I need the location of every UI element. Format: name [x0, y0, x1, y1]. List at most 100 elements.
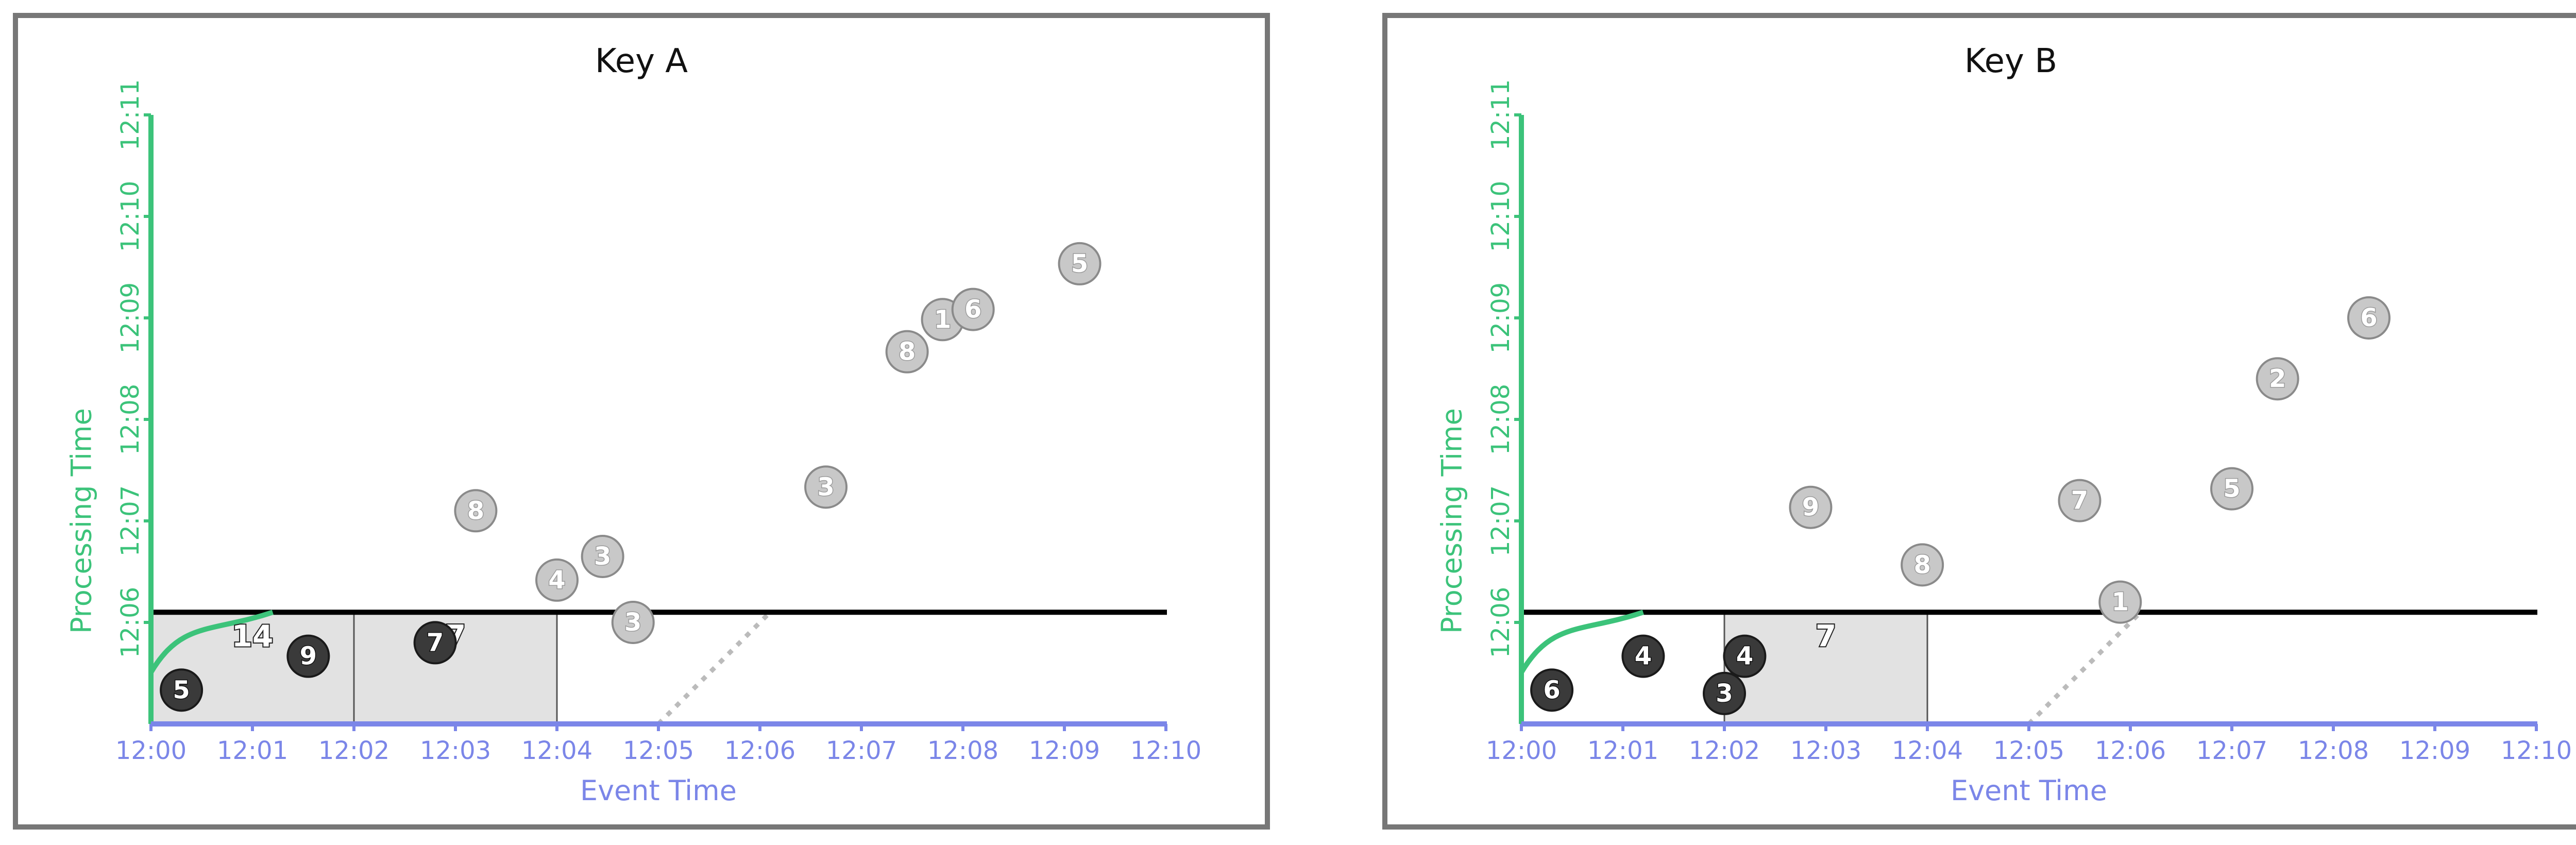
point-label: 4 [1736, 642, 1753, 671]
panel-title: Key B [1964, 42, 2057, 80]
point-circle [1058, 242, 1101, 285]
on-time-data-point: 4 [1723, 634, 1767, 678]
point-circle [2058, 479, 2102, 522]
late-data-point: 3 [611, 601, 655, 644]
point-circle [454, 489, 498, 533]
late-data-point: 5 [1058, 242, 1101, 285]
y-tick-label: 12:07 [116, 485, 145, 556]
panel-frame [1382, 13, 2576, 830]
y-axis-title: Processing Time [1436, 408, 1468, 634]
on-time-data-point: 3 [1703, 671, 1746, 715]
late-data-point: 5 [2210, 467, 2253, 511]
watermark-curve [1519, 610, 1644, 674]
x-tick-label: 12:10 [2501, 736, 2572, 765]
pane-result-label: 14 [232, 618, 274, 653]
x-tick-label: 12:03 [420, 736, 491, 765]
late-data-point: 6 [2347, 296, 2391, 340]
x-tick-label: 12:09 [2399, 736, 2470, 765]
point-label: 8 [899, 337, 916, 366]
x-tick-label: 12:01 [217, 736, 288, 765]
point-circle [286, 634, 330, 678]
late-data-point: 3 [804, 465, 848, 509]
y-tick-label: 12:06 [116, 587, 145, 658]
point-label: 6 [1543, 675, 1560, 704]
point-label: 5 [173, 675, 190, 704]
point-circle [535, 558, 579, 602]
on-time-data-point: 4 [1621, 634, 1665, 678]
point-label: 5 [1071, 249, 1088, 278]
point-circle [1901, 543, 1944, 587]
x-axis-title: Event Time [1951, 774, 2107, 807]
point-circle [2210, 467, 2253, 511]
point-circle [951, 288, 995, 331]
point-label: 8 [467, 496, 484, 525]
point-label: 3 [624, 608, 641, 637]
x-tick-label: 12:02 [1689, 736, 1760, 765]
pane-result-label: 7 [1816, 618, 1836, 653]
y-tick-label: 12:09 [116, 282, 145, 353]
on-time-data-point: 7 [413, 621, 457, 665]
point-circle [2256, 357, 2299, 401]
x-tick-label: 12:09 [1029, 736, 1100, 765]
y-tick-label: 12:11 [1486, 79, 1515, 150]
point-label: 6 [964, 295, 981, 324]
y-axis-title: Processing Time [65, 408, 98, 634]
point-circle [885, 330, 929, 374]
point-label: 9 [300, 642, 317, 671]
late-data-point: 8 [454, 489, 498, 533]
x-tick-label: 12:08 [2298, 736, 2369, 765]
point-circle [413, 621, 457, 665]
late-data-point: 6 [951, 288, 995, 331]
y-tick-label: 12:10 [1486, 181, 1515, 252]
x-tick-label: 12:00 [1486, 736, 1557, 765]
window-pane [353, 611, 558, 725]
x-tick-label: 12:05 [623, 736, 694, 765]
on-time-data-point: 9 [286, 634, 330, 678]
x-tick-label: 12:07 [2196, 736, 2267, 765]
late-data-point: 2 [2256, 357, 2299, 401]
point-circle [2347, 296, 2391, 340]
x-tick-label: 12:04 [1892, 736, 1963, 765]
point-label: 9 [1802, 493, 1819, 522]
point-label: 3 [594, 542, 611, 571]
point-label: 8 [1913, 550, 1930, 579]
panel-title: Key A [595, 42, 688, 80]
x-tick-label: 12:06 [2095, 736, 2166, 765]
late-data-point: 8 [1901, 543, 1944, 587]
y-tick-label: 12:11 [116, 79, 145, 150]
late-data-point: 4 [535, 558, 579, 602]
x-tick-label: 12:00 [115, 736, 187, 765]
point-circle [581, 534, 624, 578]
point-label: 6 [2360, 303, 2377, 332]
chart-panel-b: Key B 12:06 12:07 12:08 12:09 12:10 12:11 Proce… [1382, 13, 2576, 830]
point-circle [804, 465, 848, 509]
panel-frame [13, 13, 1270, 830]
x-tick-label: 12:02 [318, 736, 389, 765]
point-circle [1530, 668, 1574, 712]
point-label: 3 [1716, 679, 1733, 708]
dotted-guide-line [656, 611, 772, 726]
point-circle [1723, 634, 1767, 678]
point-circle [1789, 485, 1833, 529]
late-data-point: 8 [885, 330, 929, 374]
y-tick-label: 12:07 [1486, 485, 1515, 556]
x-tick-label: 12:01 [1587, 736, 1658, 765]
point-label: 2 [2269, 364, 2286, 393]
late-data-point: 7 [2058, 479, 2102, 522]
y-tick-label: 12:09 [1486, 282, 1515, 353]
chart-panel-a: Key A 12:06 12:07 12:08 12:09 12:10 12:11 Proce… [13, 13, 1270, 830]
x-tick-label: 12:05 [1993, 736, 2064, 765]
point-circle [160, 668, 204, 712]
x-tick-label: 12:04 [521, 736, 592, 765]
x-tick-label: 12:08 [927, 736, 998, 765]
point-label: 3 [817, 472, 834, 501]
late-data-point: 1 [2098, 580, 2142, 624]
late-data-point: 3 [581, 534, 624, 578]
point-label: 4 [548, 566, 565, 595]
dotted-guide-line [2027, 611, 2142, 726]
on-time-data-point: 5 [160, 668, 204, 712]
y-tick-label: 12:08 [116, 384, 145, 455]
point-circle [611, 601, 655, 644]
